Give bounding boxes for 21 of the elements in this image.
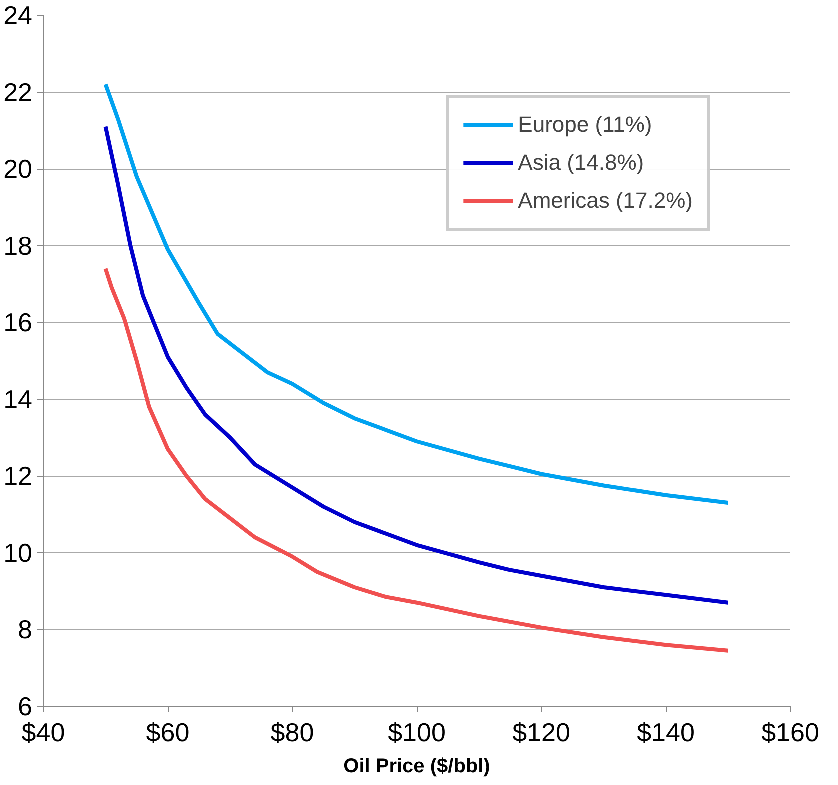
x-tick-label: $100 (388, 718, 446, 748)
y-tick-label: 22 (4, 77, 32, 108)
x-tick-label: $60 (146, 718, 190, 748)
y-tick-label: 16 (4, 308, 32, 338)
line-series (104, 82, 730, 506)
legend-label: Asia (14.8%) (518, 150, 644, 176)
y-tick-label: 12 (4, 461, 32, 492)
y-tick-label: 20 (4, 154, 32, 184)
x-tick-label: $140 (637, 718, 695, 748)
x-tick-label: $160 (762, 718, 820, 748)
legend-label: Americas (17.2%) (518, 188, 693, 214)
y-tick-label: 18 (4, 230, 32, 261)
y-tick-label: 8 (18, 614, 33, 645)
x-tick-label: $120 (512, 718, 570, 748)
y-tick-label: 10 (4, 538, 32, 568)
x-tick-label: $80 (270, 718, 314, 748)
legend-label: Europe (11%) (518, 112, 652, 138)
y-tick-label: 14 (4, 384, 32, 414)
x-axis-title: Oil Price ($/bbl) (344, 756, 490, 778)
y-tick-label: 24 (4, 0, 32, 30)
line-series (104, 266, 730, 653)
